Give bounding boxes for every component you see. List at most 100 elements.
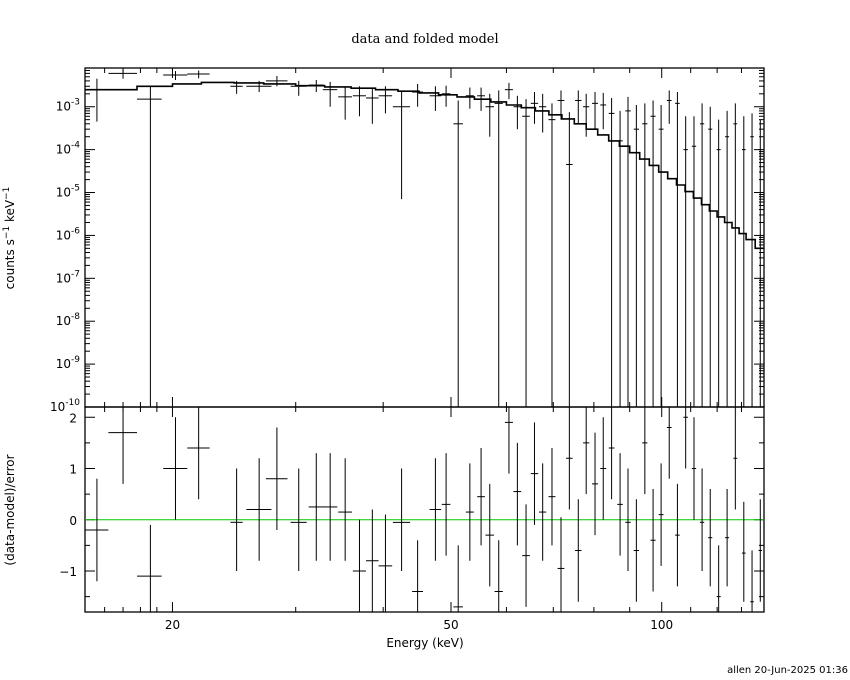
residual-point [708, 489, 713, 587]
y-tick-label: 1 [69, 463, 77, 477]
residual-point [557, 517, 565, 612]
residual-point [750, 550, 754, 612]
data-point [187, 70, 210, 79]
bottom-panel-frame [84, 406, 765, 613]
residual-point [683, 407, 688, 469]
data-point [617, 110, 623, 407]
residual-point [583, 407, 590, 495]
bottom-x-tick-labels: 20 50 100 [165, 618, 673, 632]
residual-point [465, 463, 474, 561]
y-tick-label: 10-7 [56, 269, 80, 285]
bottom-axis-ticks [85, 407, 765, 612]
data-point [683, 116, 688, 407]
data-point [465, 87, 474, 109]
ylabel-sup-2: −1 [2, 187, 12, 200]
data-point [246, 80, 272, 93]
data-point [494, 90, 503, 407]
residual-point [539, 463, 547, 561]
data-point [548, 103, 556, 407]
data-point [163, 71, 188, 81]
residual-point [608, 407, 615, 500]
data-point [691, 116, 697, 407]
residual-point [666, 407, 672, 479]
residual-point [392, 468, 411, 571]
residual-point [600, 417, 607, 520]
data-point [290, 80, 307, 96]
data-point [352, 86, 366, 117]
data-point [758, 119, 763, 407]
y-tick-label: 10-5 [56, 184, 80, 200]
data-point [441, 85, 451, 107]
data-point [650, 100, 656, 407]
data-point [566, 112, 573, 407]
data-point [85, 78, 109, 122]
data-point [477, 87, 485, 111]
data-point [230, 80, 243, 94]
bottom-panel: −1 0 1 2 20 50 100 (data-model)/error Energy … [3, 406, 765, 650]
residual-point [513, 442, 522, 546]
model-step-line [85, 81, 764, 250]
residual-point [658, 463, 664, 566]
residual-point [265, 427, 288, 530]
residual-point [625, 468, 631, 571]
data-point [378, 86, 393, 114]
residual-point [716, 545, 721, 612]
residual-point [453, 545, 463, 612]
residual-point [675, 483, 680, 587]
residual-point [441, 453, 451, 556]
data-point [716, 119, 721, 407]
ylabel-sup-1: −1 [2, 226, 12, 239]
x-axis-label: Energy (keV) [386, 636, 463, 650]
top-panel-frame [84, 67, 765, 408]
data-point [522, 99, 530, 407]
y-tick-label: −1 [59, 565, 77, 579]
residual-point [650, 489, 656, 592]
y-tick-label: 10-3 [56, 98, 80, 114]
data-point [666, 90, 672, 124]
data-point [485, 93, 495, 137]
residual-point [733, 407, 738, 510]
residual-point [699, 468, 705, 571]
residual-point [575, 499, 582, 602]
residual-point [378, 514, 393, 612]
folded-model [85, 81, 764, 250]
residual-point [633, 499, 639, 602]
data-point [322, 81, 338, 107]
data-point [625, 96, 631, 407]
data-point [557, 90, 565, 120]
residual-point [642, 407, 648, 495]
data-point [608, 97, 615, 407]
data-point [338, 86, 352, 120]
y-tick-label: 2 [69, 411, 77, 425]
data-point [658, 104, 664, 407]
residual-point [494, 540, 503, 612]
y-tick-label: 0 [69, 514, 77, 528]
data-point [412, 83, 423, 107]
top-panel: 10-10 10-9 10-8 10-7 10-6 10-5 10-4 10-3 counts… [2, 67, 765, 414]
residual-point [691, 417, 697, 520]
residual-point [485, 483, 495, 587]
data-point [513, 95, 522, 130]
data-point [392, 92, 411, 200]
residual-point [290, 468, 307, 571]
residual-point [477, 448, 485, 546]
ylabel-text: counts s [3, 239, 17, 289]
residual-point [163, 417, 188, 520]
residual-point [741, 501, 746, 602]
bottom-y-tick-labels: −1 0 1 2 [59, 411, 77, 579]
data-point [725, 110, 730, 407]
y-tick-label: 10-4 [56, 141, 81, 157]
y-tick-label: 10-10 [50, 398, 80, 414]
data-point [750, 113, 754, 407]
data-point [699, 103, 705, 407]
data-point [583, 93, 590, 137]
top-y-axis-label: counts s−1 keV−1 [2, 187, 17, 290]
residual-point [322, 453, 338, 561]
data-point [108, 69, 138, 79]
data-point [530, 92, 539, 124]
residual-point [308, 453, 324, 561]
data-point [600, 92, 607, 130]
x-tick-label: 100 [650, 618, 673, 632]
data-point [504, 82, 513, 100]
